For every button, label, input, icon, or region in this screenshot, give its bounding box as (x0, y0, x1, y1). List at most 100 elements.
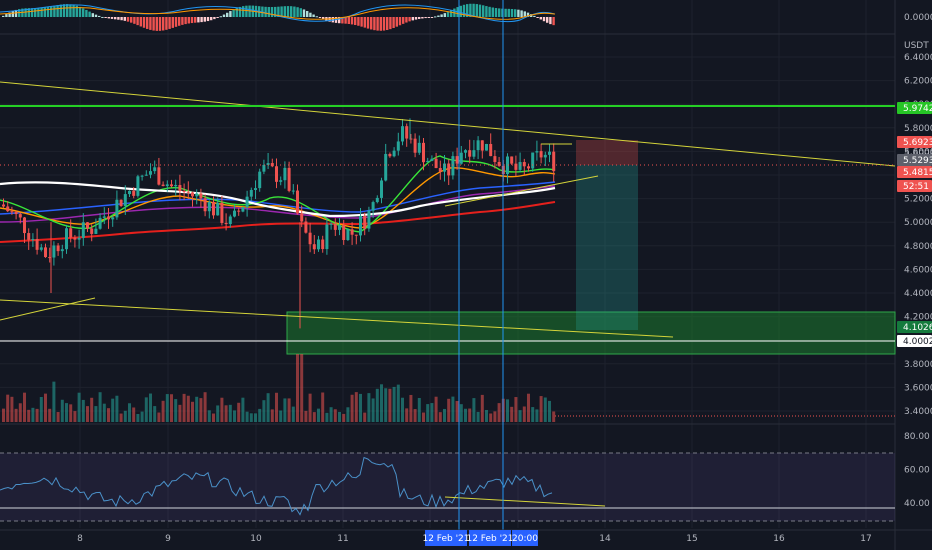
candle (128, 190, 131, 198)
macd-bar (168, 17, 171, 29)
macd-bar (328, 17, 331, 22)
macd-bar (402, 17, 405, 24)
volume-bar (396, 384, 400, 422)
volume-bar (451, 396, 455, 422)
volume-bar (325, 412, 329, 422)
candle (342, 219, 346, 245)
macd-bar (155, 17, 158, 31)
macd-bar (72, 4, 75, 17)
macd-bar (350, 17, 354, 25)
macd-bar (136, 17, 139, 26)
macd-bar (347, 17, 350, 25)
volume-bar (443, 408, 446, 422)
candle (136, 174, 140, 198)
candle (430, 155, 434, 162)
price-badge-0: 5.9742 (897, 102, 932, 114)
candle (132, 187, 136, 199)
volume-bar (434, 396, 438, 422)
support-zone (286, 311, 896, 355)
macd-bar (344, 17, 347, 24)
rsi-trendline (444, 496, 606, 507)
time-tick-10: 10 (250, 534, 262, 544)
macd-bar (389, 17, 392, 30)
rsi-tick-1: 60.00 (904, 466, 930, 476)
macd-bar (296, 7, 299, 17)
volume-bar (342, 413, 346, 422)
volume-bar (405, 408, 409, 422)
candle (321, 235, 325, 253)
candle (384, 143, 388, 182)
candle (380, 177, 383, 204)
candle (375, 195, 379, 204)
price-tick-11: 4.2000 (904, 313, 932, 323)
volume-bar (52, 381, 56, 422)
volume-bar (506, 399, 509, 422)
candle (39, 243, 43, 252)
macd-bar (549, 17, 552, 25)
candle (73, 235, 77, 248)
volume-bar (333, 409, 337, 422)
macd-bar (318, 17, 322, 18)
volume-bar (384, 388, 388, 422)
time-highlight-labels: 12 Feb '21 12 Feb '21 20:00 (422, 530, 538, 546)
volume-bar (27, 409, 31, 422)
candle (48, 247, 52, 263)
candle (413, 133, 417, 158)
volume-bar (212, 413, 215, 422)
candle (333, 218, 337, 236)
volume-bar (275, 392, 278, 422)
candle (354, 234, 358, 245)
volume-bar (77, 392, 81, 422)
candle (363, 212, 367, 236)
macd-bar (165, 17, 168, 30)
candle (254, 180, 257, 200)
candle (241, 206, 245, 213)
candle (291, 184, 295, 195)
volume-bar (346, 407, 350, 422)
macd-bar (242, 6, 245, 17)
volume-bar (459, 404, 463, 422)
macd-bar (62, 4, 66, 18)
volume-bar (401, 397, 404, 422)
volume-bar (489, 413, 493, 422)
rsi-band-fill (0, 453, 895, 521)
macd-bar (110, 17, 114, 19)
svg-text:5.4815: 5.4815 (903, 168, 932, 178)
volume-bar (81, 399, 85, 422)
candle (102, 207, 106, 225)
macd-bar (501, 8, 504, 17)
volume-bar (539, 396, 543, 422)
volume-bar (413, 409, 417, 422)
candle (535, 140, 539, 161)
candle (506, 153, 509, 184)
volume-bar (224, 405, 228, 422)
volume-bar (10, 396, 14, 422)
macd-bar (533, 15, 536, 17)
macd-bar (338, 17, 341, 24)
macd-bar (91, 13, 94, 17)
macd-bar (360, 17, 363, 27)
rsi-tick-0: 80.00 (904, 432, 930, 442)
macd-bar (34, 8, 37, 17)
candle (199, 188, 203, 208)
volume-bar (455, 401, 459, 422)
macd-bar (315, 16, 318, 18)
candle (434, 152, 438, 169)
macd-bar (203, 17, 206, 22)
candle (18, 212, 22, 224)
candle (438, 160, 442, 180)
volume-bar (354, 392, 358, 422)
volume-bar (283, 398, 287, 422)
volume-bar (220, 397, 224, 422)
candle (23, 216, 26, 244)
volume-bar (430, 403, 434, 422)
candle (283, 161, 287, 189)
volume-bar (287, 398, 291, 422)
macd-bar (443, 13, 446, 17)
candle (2, 198, 5, 208)
macd-bar (437, 15, 440, 17)
ma-blue (0, 181, 556, 215)
candle (65, 224, 68, 254)
candle (111, 215, 115, 227)
